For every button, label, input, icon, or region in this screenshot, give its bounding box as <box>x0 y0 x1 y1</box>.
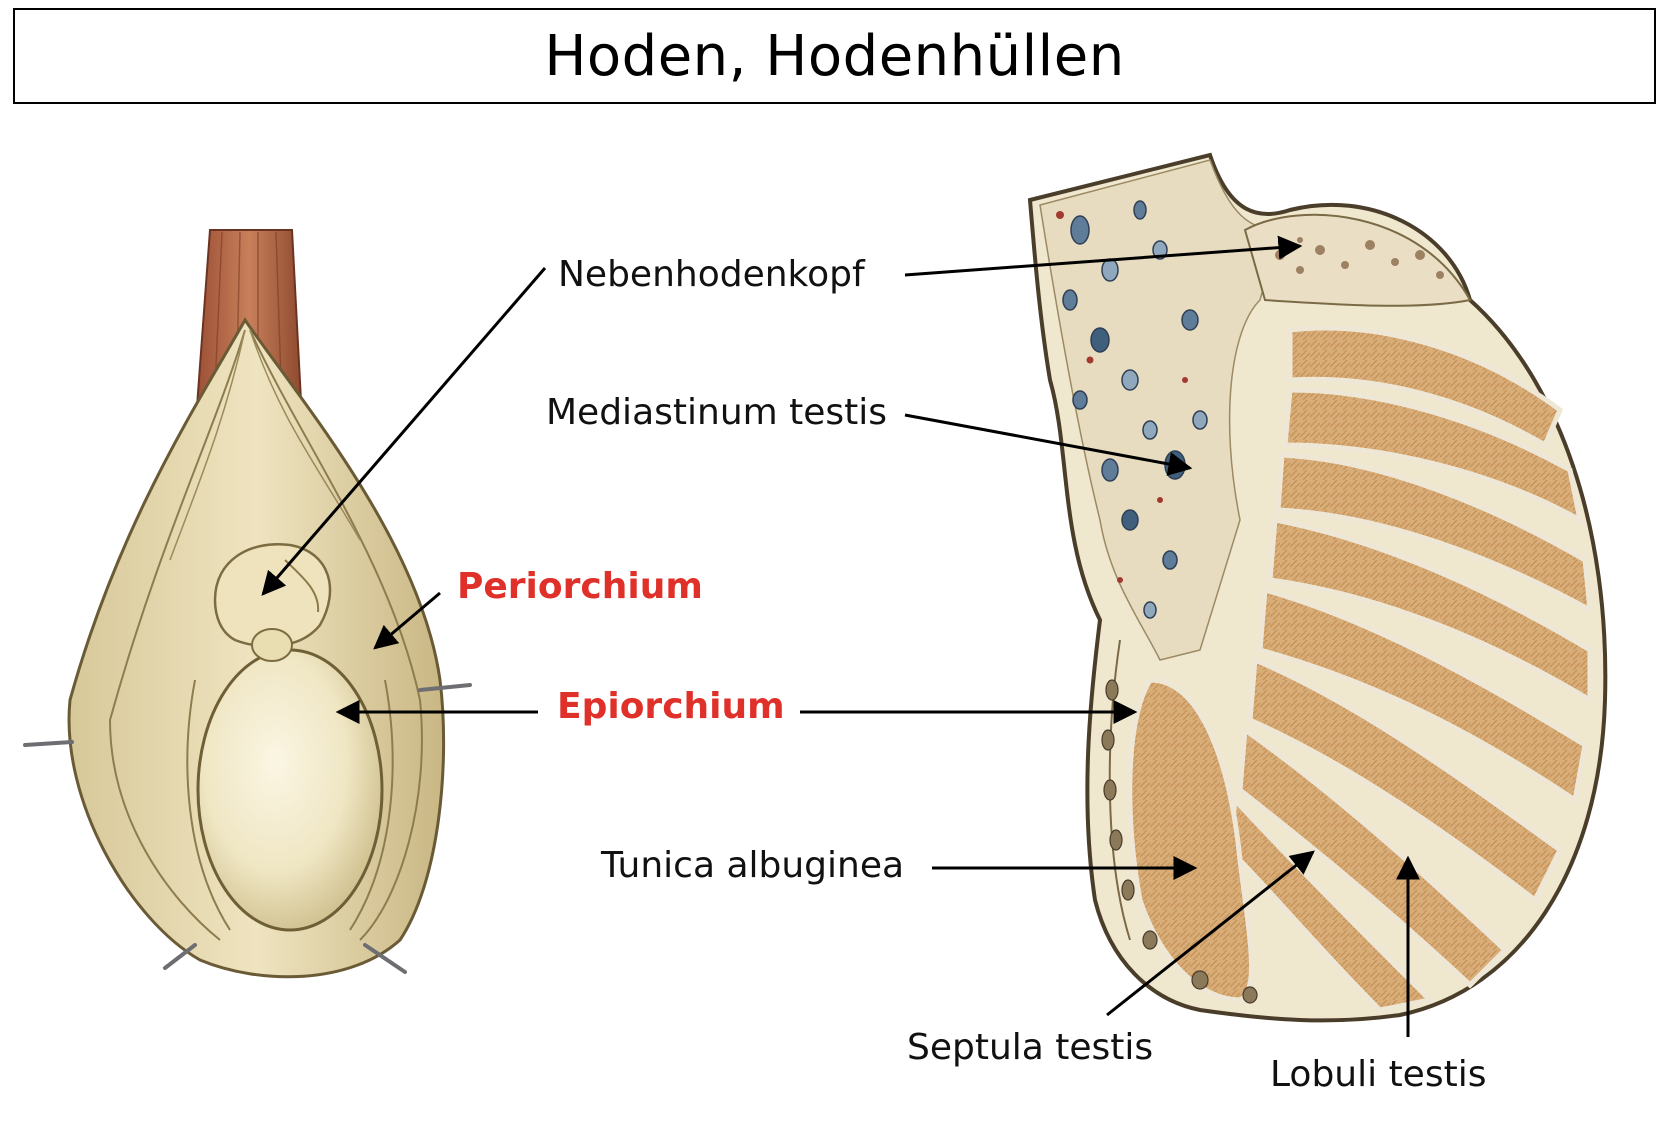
label-nebenhodenkopf: Nebenhodenkopf <box>558 254 865 295</box>
pointer-periorchium <box>373 591 441 650</box>
label-lobuli-testis: Lobuli testis <box>1270 1054 1487 1095</box>
testis <box>196 648 384 932</box>
pointer-septula <box>1106 850 1315 1017</box>
pointer-nebenhodenkopf-left <box>261 267 547 596</box>
retractor-pins <box>23 683 472 974</box>
right-figure-testis-section <box>1027 152 1608 1023</box>
label-periorchium: Periorchium <box>457 566 703 607</box>
label-mediastinum-testis: Mediastinum testis <box>546 392 888 433</box>
label-septula-testis: Septula testis <box>907 1027 1154 1068</box>
title-box: Hoden, Hodenhüllen <box>13 8 1656 104</box>
label-tunica-albuginea: Tunica albuginea <box>601 845 905 886</box>
lobules <box>1127 325 1593 1013</box>
label-epiorchium: Epiorchium <box>557 686 785 727</box>
tunica-vessels <box>1101 679 1258 1004</box>
pointer-lines <box>261 235 1420 1037</box>
page-title: Hoden, Hodenhüllen <box>544 23 1125 89</box>
epididymis-head-section <box>1243 213 1472 307</box>
pointer-nebenhodenkopf-right <box>904 235 1303 277</box>
left-figure-scrotal-layers <box>23 229 472 979</box>
pointer-mediastinum <box>904 413 1193 476</box>
